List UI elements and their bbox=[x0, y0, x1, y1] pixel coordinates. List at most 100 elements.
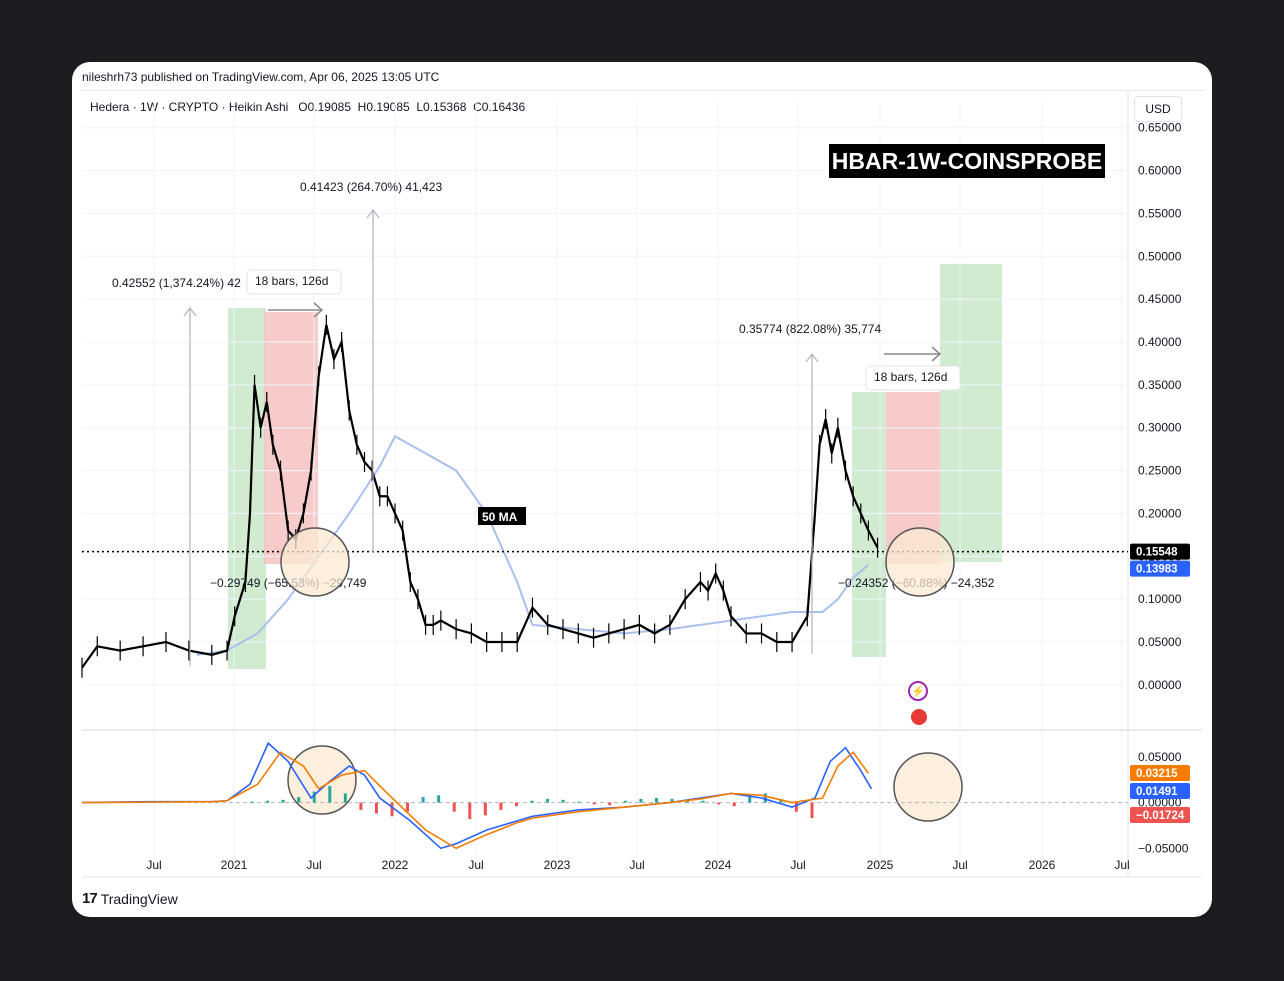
macd-histogram-bar bbox=[483, 802, 487, 816]
macd-histogram-bar bbox=[732, 802, 736, 807]
currency-button[interactable]: USD bbox=[1134, 96, 1182, 122]
title-badge-bg bbox=[829, 144, 1105, 178]
macd-histogram-bar bbox=[717, 802, 721, 805]
macd-badge-bg bbox=[1130, 783, 1190, 799]
signal-badge-bg bbox=[1130, 765, 1190, 781]
hist-badge: −0.01724 bbox=[1136, 810, 1185, 822]
x-tick-label: Jul bbox=[306, 858, 321, 872]
macd-circle-1 bbox=[893, 752, 963, 822]
macd-histogram-bar bbox=[794, 802, 798, 812]
macd-histogram-bar bbox=[810, 802, 814, 819]
macd-histogram-bar bbox=[530, 800, 534, 803]
x-tick-label: 2026 bbox=[1029, 858, 1056, 872]
macd-histogram-bar bbox=[266, 800, 270, 803]
macd-histogram-bar bbox=[452, 802, 456, 812]
x-tick-label: Jul bbox=[629, 858, 644, 872]
macd-line bbox=[81, 741, 873, 850]
macd-y-tick: 0.00000 bbox=[1138, 796, 1182, 810]
annotation-measure: 0.41423 (264.70%) 41,423 bbox=[300, 180, 442, 194]
price-layer bbox=[81, 314, 879, 678]
tradingview-logo[interactable]: 17 TradingView bbox=[82, 890, 178, 907]
annotation-label: 50 MA bbox=[482, 510, 518, 524]
macd-histogram-bar bbox=[748, 795, 752, 803]
measure-arrowhead-2 bbox=[805, 353, 819, 363]
x-tick-label: Jul bbox=[952, 858, 967, 872]
macd-histogram-bar bbox=[406, 802, 410, 812]
us-flag-icon bbox=[909, 707, 929, 727]
macd-histogram-bar bbox=[592, 802, 596, 805]
x-tick-label: Jul bbox=[1114, 858, 1129, 872]
hist-badge-bg bbox=[1130, 807, 1190, 823]
watermark: @CoinsProbe bbox=[1006, 876, 1178, 906]
macd-histogram-bar bbox=[701, 800, 705, 803]
macd-badge: 0.01491 bbox=[1136, 786, 1178, 798]
x-tick-label: 2023 bbox=[544, 858, 571, 872]
annotation-measure: 0.42552 (1,374.24%) 42 bbox=[112, 276, 241, 290]
tradingview-icon: 17 bbox=[82, 890, 98, 907]
macd-histogram-bar bbox=[297, 797, 301, 803]
x-tick-label: 2021 bbox=[221, 858, 248, 872]
macd-histogram-bar bbox=[499, 802, 503, 810]
header-divider bbox=[80, 90, 1204, 91]
x-tick-label: Jul bbox=[146, 858, 161, 872]
macd-histogram-bar bbox=[468, 802, 472, 820]
chart-card: nileshrh73 published on TradingView.com,… bbox=[72, 62, 1212, 917]
y-tick-label: 0.55000 bbox=[1138, 206, 1182, 220]
macd-histogram-bar bbox=[608, 802, 612, 806]
ma-price-badge: 0.13983 bbox=[1136, 564, 1178, 576]
tradingview-logo-text: TradingView bbox=[100, 890, 178, 907]
ma-price-badge-bg bbox=[1130, 560, 1190, 577]
annotation-range: 18 bars, 126d bbox=[255, 274, 328, 288]
macd-histogram-bar bbox=[623, 800, 627, 803]
annotation-range: 18 bars, 126d bbox=[874, 370, 947, 384]
y-tick-label: 0.60000 bbox=[1138, 164, 1182, 178]
macd-layer bbox=[81, 741, 1128, 850]
x-tick-label: 2024 bbox=[705, 858, 732, 872]
macd-histogram-bar bbox=[670, 798, 674, 803]
y-tick-label: 0.30000 bbox=[1138, 421, 1182, 435]
macd-histogram-bar bbox=[281, 799, 285, 803]
macd-histogram-bar bbox=[779, 798, 783, 803]
range-label-bg bbox=[865, 365, 961, 391]
macd-histogram-bar bbox=[763, 793, 767, 803]
macd-histogram-bar bbox=[359, 802, 363, 810]
annotation-measure: 0.35774 (822.08%) 35,774 bbox=[739, 322, 881, 336]
macd-histogram-bar bbox=[421, 797, 425, 803]
measure-arrowhead-1 bbox=[366, 209, 380, 219]
x-tick-label: Jul bbox=[468, 858, 483, 872]
last-price-badge-bg bbox=[1130, 543, 1190, 560]
y-tick-label: 0.35000 bbox=[1138, 378, 1182, 392]
ma-label-bg bbox=[478, 507, 526, 525]
publisher-line: nileshrh73 published on TradingView.com,… bbox=[82, 70, 440, 84]
y-tick-label: 0.20000 bbox=[1138, 506, 1182, 520]
y-tick-label: 0.05000 bbox=[1138, 635, 1182, 649]
macd-histogram-bar bbox=[577, 801, 581, 803]
macd-histogram-bar bbox=[250, 801, 254, 803]
y-tick-label: 0.25000 bbox=[1138, 464, 1182, 478]
range-arrowhead-0 bbox=[313, 302, 324, 318]
y-tick-label: 0.65000 bbox=[1138, 121, 1182, 135]
y-tick-label: 0.00000 bbox=[1138, 678, 1182, 692]
y-tick-label: 0.45000 bbox=[1138, 292, 1182, 306]
macd-circle-0 bbox=[287, 745, 357, 815]
zone-green-5 bbox=[940, 264, 1002, 562]
x-tick-label: 2022 bbox=[382, 858, 409, 872]
signal-badge: 0.03215 bbox=[1136, 768, 1178, 780]
y-tick-label: 0.10000 bbox=[1138, 592, 1182, 606]
chart-svg[interactable]: HBAR-1W-COINSPROBE 0.42552 (1,374.24%) 42… bbox=[72, 62, 1212, 917]
macd-histogram-bar bbox=[654, 798, 658, 803]
macd-histogram-bar bbox=[561, 799, 565, 803]
x-tick-label: 2025 bbox=[867, 858, 894, 872]
x-tick-label: Jul bbox=[790, 858, 805, 872]
annotation-layer: HBAR-1W-COINSPROBE 0.42552 (1,374.24%) 42… bbox=[82, 144, 1128, 727]
symbol-info: Hedera · 1W · CRYPTO · Heikin Ashi O0.19… bbox=[90, 100, 526, 114]
macd-histogram-bar bbox=[639, 798, 643, 803]
y-tick-label: 0.40000 bbox=[1138, 335, 1182, 349]
range-arrowhead-1 bbox=[931, 346, 942, 362]
axis-layer: 0.65000 0.60000 0.55000 0.50000 0.45000 0.400… bbox=[146, 121, 1190, 872]
lightning-icon bbox=[908, 681, 928, 701]
chart-title: HBAR-1W-COINSPROBE bbox=[832, 148, 1102, 174]
last-price-badge: 0.15548 bbox=[1136, 547, 1178, 559]
macd-y-tick: −0.05000 bbox=[1138, 841, 1189, 855]
zones-layer bbox=[228, 264, 1002, 669]
